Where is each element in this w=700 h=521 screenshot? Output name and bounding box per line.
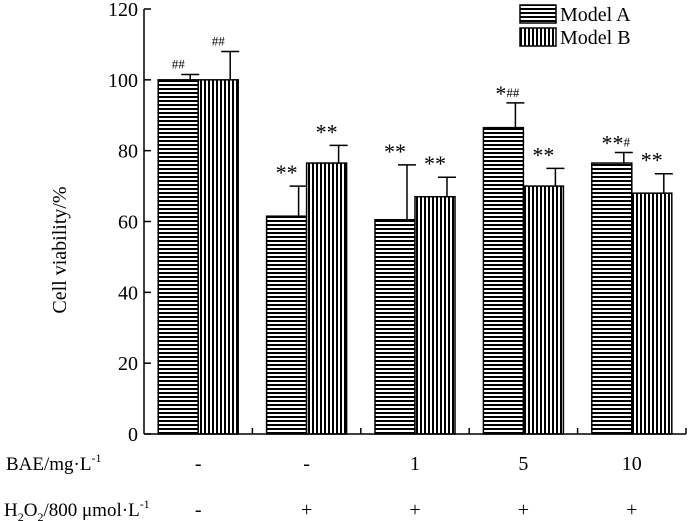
table-cell: 10 (622, 453, 642, 475)
row-label-h2o2-sub-1: 2 (18, 510, 24, 521)
row-label-h2o2: H2O2/800 μmol·L-1 (4, 497, 150, 521)
significance-model-b: ** (641, 148, 663, 173)
significance-stars: ** (276, 160, 298, 185)
y-tick-label: 120 (108, 0, 138, 21)
table-cell: - (195, 453, 202, 475)
table-cell: 5 (518, 453, 528, 475)
significance-hashes: ## (212, 34, 226, 49)
significance-model-b: ** (532, 142, 554, 167)
significance-stars: ** (424, 151, 446, 176)
table-cell: 1 (410, 453, 420, 475)
y-tick-label: 60 (118, 212, 138, 234)
table-cell: - (195, 499, 202, 521)
row-label-bae-main: BAE/mg·L (6, 454, 92, 475)
bar-model-b (305, 162, 348, 435)
row-label-bae: BAE/mg·L-1 (6, 451, 102, 475)
significance-stars: ** (532, 142, 554, 167)
bar-model-a (157, 79, 199, 435)
significance-stars: ** (316, 119, 338, 144)
y-tick-label: 40 (118, 282, 138, 304)
significance-model-a: *## (495, 81, 520, 106)
table-cell: - (303, 453, 310, 475)
row-label-h2o2-h: H (4, 500, 18, 521)
bar-model-b (414, 195, 456, 435)
table-cell: + (409, 499, 420, 521)
significance-model-a: ** (384, 139, 406, 164)
table-cell: + (626, 499, 637, 521)
bar-model-b (631, 192, 673, 435)
row-label-h2o2-unit-exp: -1 (140, 497, 150, 511)
significance-hashes: # (624, 134, 631, 149)
y-axis: 0 20 40 60 80 100 120 (108, 0, 151, 446)
y-tick-label: 80 (118, 141, 138, 163)
row-label-h2o2-o: O (24, 500, 38, 521)
significance-hashes: ## (506, 85, 520, 100)
significance-model-a: ** (276, 160, 298, 185)
significance-hashes: ## (172, 57, 186, 72)
significance-stars: ** (602, 130, 624, 155)
significance-model-b: ** (424, 151, 446, 176)
y-axis-label: Cell viability/% (49, 186, 71, 313)
significance-stars: ** (384, 139, 406, 164)
legend-label-model-a: Model A (560, 4, 631, 26)
significance-stars: ** (641, 148, 663, 173)
legend-label-model-b: Model B (560, 27, 631, 49)
y-tick-label: 20 (118, 353, 138, 375)
bar-model-a (482, 126, 525, 435)
significance-model-a: ## (172, 57, 186, 72)
legend-swatch-model-a (519, 4, 557, 24)
x-axis (144, 428, 687, 435)
legend: Model A Model B (519, 4, 631, 49)
y-tick-label: 100 (108, 70, 138, 92)
bars: ####****** ***##** **#** (157, 34, 673, 435)
significance-model-b: ## (212, 34, 226, 49)
treatment-table: BAE/mg·L-1 H2O2/800 μmol·L-1 ---+1+5+10+ (4, 451, 642, 521)
row-label-bae-unit-exp: -1 (92, 451, 102, 465)
significance-model-b: ** (316, 119, 338, 144)
table-cell: + (301, 499, 312, 521)
row-label-h2o2-sub-2: 2 (37, 510, 43, 521)
legend-swatch-model-b (519, 27, 557, 47)
row-label-h2o2-conc: /800 μmol·L (43, 500, 139, 521)
bar-model-a (265, 215, 308, 435)
significance-model-a: **# (602, 130, 631, 155)
bar-model-b (522, 185, 565, 435)
bar-model-a (591, 162, 633, 435)
bar-model-a (374, 218, 416, 435)
y-tick-label: 0 (128, 424, 138, 446)
table-cell: + (518, 499, 529, 521)
significance-stars: * (495, 81, 506, 106)
bar-model-b (197, 79, 239, 435)
